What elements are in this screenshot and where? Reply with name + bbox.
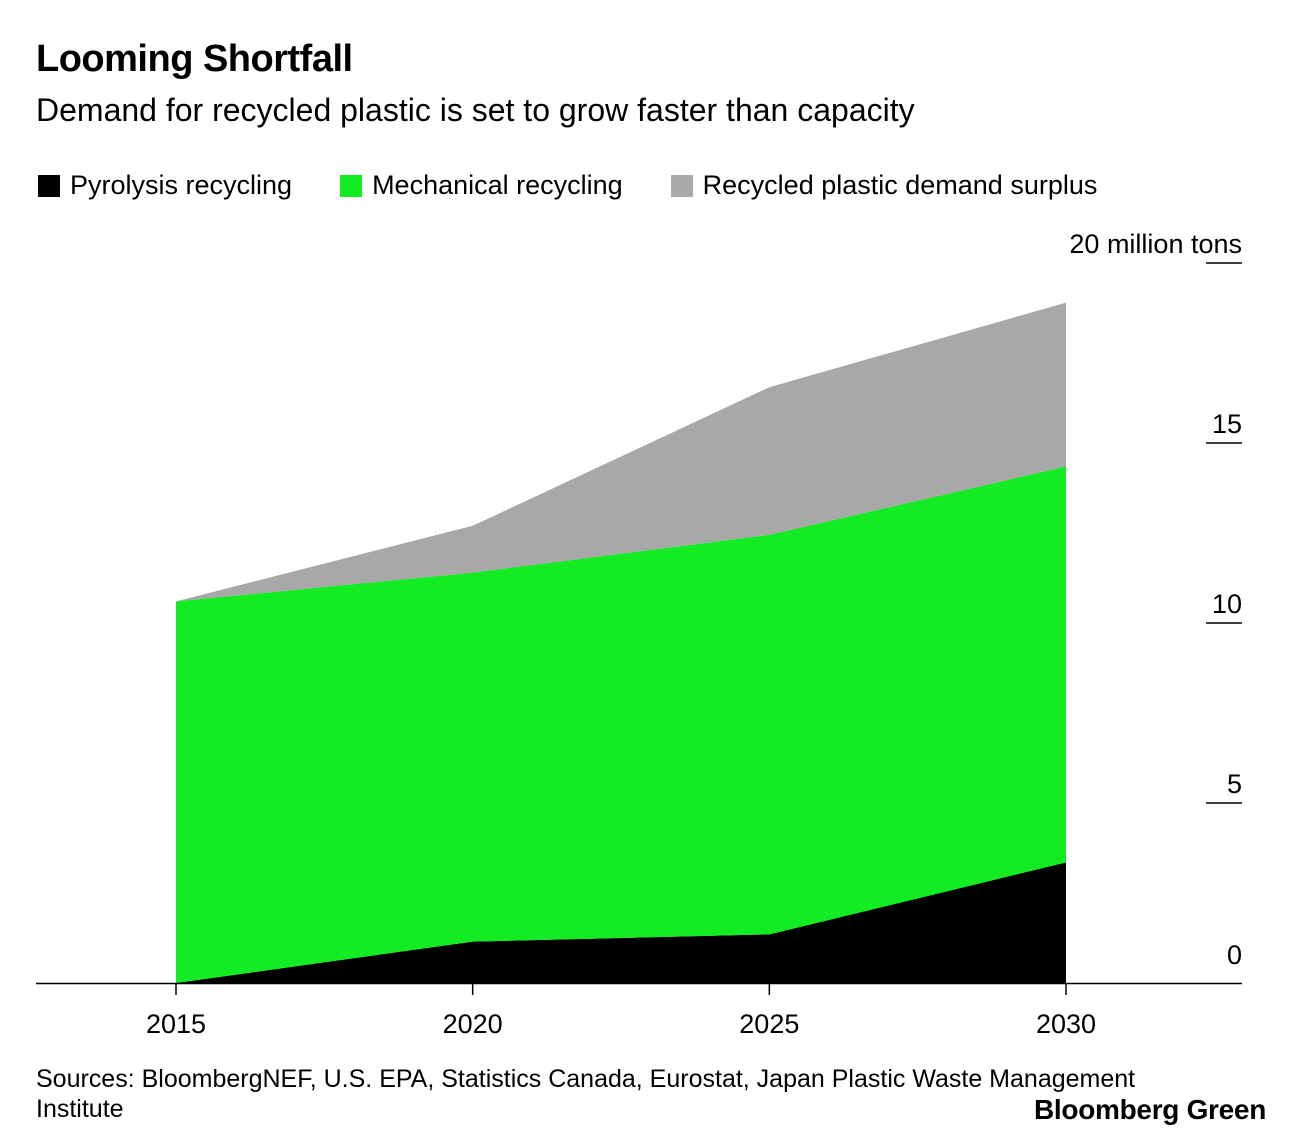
source-note: Sources: BloombergNEF, U.S. EPA, Statist… <box>36 1065 1136 1123</box>
chart-subtitle: Demand for recycled plastic is set to gr… <box>36 92 915 128</box>
legend-label-surplus: Recycled plastic demand surplus <box>702 170 1098 200</box>
x-tick-label-2030: 2030 <box>1036 1009 1096 1039</box>
y-tick-label-20: 20 million tons <box>1069 229 1242 259</box>
y-tick-label-10: 10 <box>1212 589 1242 619</box>
y-tick-label-0: 0 <box>1227 940 1242 970</box>
legend-item-mechanical: Mechanical recycling <box>340 170 623 201</box>
legend-swatch-surplus <box>670 174 693 197</box>
legend-item-pyrolysis: Pyrolysis recycling <box>38 170 292 201</box>
legend: Pyrolysis recycling Mechanical recycling… <box>38 170 1145 201</box>
chart-title: Looming Shortfall <box>36 38 353 80</box>
x-tick-label-2015: 2015 <box>146 1009 206 1039</box>
x-tick-label-2020: 2020 <box>443 1009 503 1039</box>
legend-label-pyrolysis: Pyrolysis recycling <box>70 170 293 200</box>
y-tick-label-5: 5 <box>1227 769 1242 799</box>
y-tick-label-15: 15 <box>1212 409 1242 439</box>
legend-item-surplus: Recycled plastic demand surplus <box>670 170 1098 201</box>
x-tick-label-2025: 2025 <box>739 1009 799 1039</box>
area-surplus <box>176 302 1066 602</box>
area-pyrolysis <box>176 862 1066 983</box>
legend-label-mechanical: Mechanical recycling <box>372 170 623 200</box>
legend-swatch-mechanical <box>340 174 363 197</box>
area-mechanical <box>176 466 1066 983</box>
legend-swatch-pyrolysis <box>38 174 60 197</box>
brand-logo: Bloomberg Green <box>1034 1094 1266 1125</box>
